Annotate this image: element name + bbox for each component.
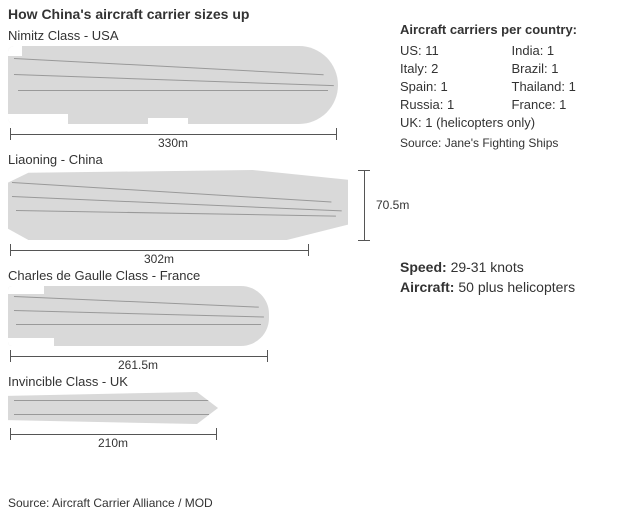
specs-panel: Speed: 29-31 knots Aircraft: 50 plus hel… xyxy=(400,258,575,297)
count-item: Spain: 1 xyxy=(400,79,504,94)
carrier-liaoning: Liaoning - China 70.5m 302m xyxy=(8,152,408,262)
count-item: France: 1 xyxy=(512,97,616,112)
deck-line xyxy=(14,296,259,308)
deck-line xyxy=(18,90,328,91)
carriers-column: Nimitz Class - USA 330m Liaoning - China xyxy=(8,28,408,452)
length-dimension: 330m xyxy=(8,128,408,146)
length-label: 302m xyxy=(140,252,178,266)
count-item: UK: 1 (helicopters only) xyxy=(400,115,615,130)
spec-label: Speed: xyxy=(400,259,447,275)
count-item: Russia: 1 xyxy=(400,97,504,112)
carrier-label: Nimitz Class - USA xyxy=(8,28,408,43)
footer-source: Source: Aircraft Carrier Alliance / MOD xyxy=(8,496,213,510)
carrier-silhouette xyxy=(8,170,348,240)
carrier-silhouette xyxy=(8,286,269,346)
deck-line xyxy=(14,58,324,75)
count-item: Thailand: 1 xyxy=(512,79,616,94)
spec-value: 29-31 knots xyxy=(447,259,524,275)
carrier-label: Liaoning - China xyxy=(8,152,408,167)
width-dimension: 70.5m xyxy=(356,170,406,240)
length-label: 210m xyxy=(94,436,132,450)
carrier-invincible: Invincible Class - UK 210m xyxy=(8,374,408,446)
spec-speed: Speed: 29-31 knots xyxy=(400,258,575,278)
deck-line xyxy=(14,414,209,415)
carrier-cdg: Charles de Gaulle Class - France 261.5m xyxy=(8,268,408,368)
carrier-label: Charles de Gaulle Class - France xyxy=(8,268,408,283)
length-dimension: 302m xyxy=(8,244,408,262)
spec-value: 50 plus helicopters xyxy=(454,279,575,295)
counts-source: Source: Jane's Fighting Ships xyxy=(400,136,615,150)
length-dimension: 261.5m xyxy=(8,350,408,368)
carrier-silhouette xyxy=(8,46,338,124)
spec-label: Aircraft: xyxy=(400,279,454,295)
counts-panel: Aircraft carriers per country: US: 11 In… xyxy=(400,22,615,150)
count-item: US: 11 xyxy=(400,43,504,58)
count-item: Brazil: 1 xyxy=(512,61,616,76)
count-item: India: 1 xyxy=(512,43,616,58)
width-label: 70.5m xyxy=(376,198,409,212)
deck-line xyxy=(14,74,334,86)
length-label: 330m xyxy=(154,136,192,150)
carrier-label: Invincible Class - UK xyxy=(8,374,408,389)
count-item: Italy: 2 xyxy=(400,61,504,76)
deck-line xyxy=(14,400,209,401)
deck-line xyxy=(16,210,336,217)
counts-title: Aircraft carriers per country: xyxy=(400,22,615,37)
deck-line xyxy=(12,182,331,203)
length-dimension: 210m xyxy=(8,428,408,446)
counts-grid: US: 11 India: 1 Italy: 2 Brazil: 1 Spain… xyxy=(400,43,615,130)
carrier-silhouette xyxy=(8,392,218,424)
chart-title: How China's aircraft carrier sizes up xyxy=(8,6,249,22)
spec-aircraft: Aircraft: 50 plus helicopters xyxy=(400,278,575,298)
length-label: 261.5m xyxy=(114,358,162,372)
deck-line xyxy=(14,310,264,318)
deck-line xyxy=(16,324,261,325)
carrier-nimitz: Nimitz Class - USA 330m xyxy=(8,28,408,146)
